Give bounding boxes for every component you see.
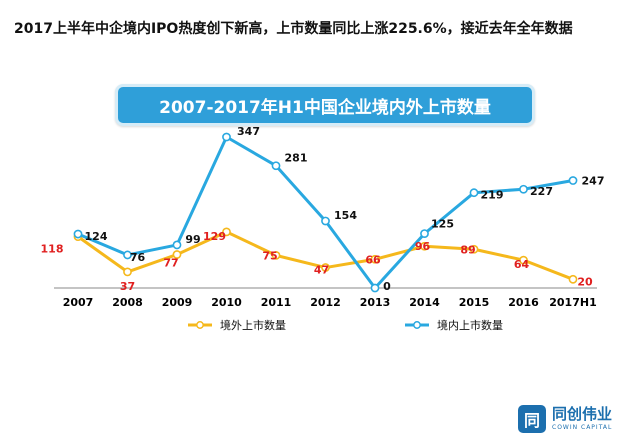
data-label-domestic: 347: [237, 125, 260, 138]
data-label-domestic: 124: [85, 230, 108, 243]
data-label-overseas: 47: [314, 264, 329, 277]
x-tick-label: 2014: [409, 296, 440, 309]
data-point-domestic: [321, 216, 330, 226]
data-label-overseas: 20: [577, 275, 593, 288]
data-label-domestic: 281: [285, 152, 308, 165]
data-label-domestic: 154: [334, 209, 357, 222]
data-point-domestic: [420, 229, 429, 239]
chart-title: 2007-2017年H1中国企业境内外上市数量: [115, 84, 535, 126]
data-point-overseas: [420, 241, 429, 251]
data-point-overseas: [321, 263, 330, 272]
data-point-domestic: [568, 176, 578, 185]
data-point-domestic: [172, 240, 182, 250]
legend-marker-domestic: [413, 321, 421, 329]
data-point-domestic: [370, 283, 380, 293]
data-point-overseas: [172, 250, 182, 259]
data-label-overseas: 118: [41, 243, 64, 256]
data-point-domestic: [123, 250, 132, 260]
data-point-overseas: [370, 254, 380, 264]
data-label-domestic: 247: [582, 175, 605, 188]
headline: 2017上半年中企境内IPO热度创下新高，上市数量同比上涨225.6%，接近去年…: [14, 21, 573, 37]
data-label-overseas: 96: [415, 240, 431, 253]
data-label-domestic: 0: [383, 280, 391, 293]
x-tick-label: 2010: [211, 296, 242, 309]
company-logo: 同 同创伟业 COWIN CAPITAL: [518, 402, 630, 436]
data-point-overseas: [519, 255, 528, 265]
data-label-overseas: 37: [120, 280, 135, 293]
data-point-overseas: [123, 267, 132, 277]
data-label-domestic: 219: [481, 189, 504, 202]
data-point-overseas: [469, 244, 479, 254]
x-tick-label: 2013: [360, 296, 391, 309]
data-point-domestic: [73, 229, 83, 239]
x-tick-label: 2007: [63, 296, 94, 309]
data-label-domestic: 76: [130, 251, 146, 264]
x-tick-label: 2011: [261, 296, 292, 309]
data-label-overseas: 129: [203, 230, 226, 243]
data-label-overseas: 89: [460, 243, 475, 256]
data-point-domestic: [519, 184, 528, 194]
legend-marker-overseas: [196, 321, 204, 329]
data-point-domestic: [222, 132, 231, 142]
x-tick-label: 2016: [508, 296, 539, 309]
x-tick-label: 2012: [310, 296, 341, 309]
x-tick-label: 2017H1: [549, 296, 596, 309]
data-point-overseas: [271, 250, 281, 260]
data-point-overseas: [222, 227, 231, 237]
data-label-overseas: 77: [163, 256, 178, 269]
data-label-overseas: 66: [365, 253, 381, 266]
legend-label-domestic: 境内上市数量: [437, 318, 503, 332]
x-tick-label: 2009: [162, 296, 193, 309]
logo-name: 同创伟业: [552, 405, 613, 423]
data-label-domestic: 227: [530, 185, 553, 198]
logo-subtitle: COWIN CAPITAL: [552, 424, 613, 431]
data-point-domestic: [469, 188, 479, 198]
x-tick-label: 2008: [112, 296, 143, 309]
data-label-domestic: 99: [185, 233, 200, 246]
logo-icon: 同: [518, 405, 546, 433]
data-point-domestic: [271, 161, 281, 171]
data-label-overseas: 75: [262, 249, 277, 262]
data-label-domestic: 125: [431, 218, 454, 231]
x-tick-label: 2015: [459, 296, 490, 309]
data-point-overseas: [568, 274, 578, 284]
data-label-overseas: 64: [514, 258, 530, 271]
legend-label-overseas: 境外上市数量: [220, 318, 286, 332]
